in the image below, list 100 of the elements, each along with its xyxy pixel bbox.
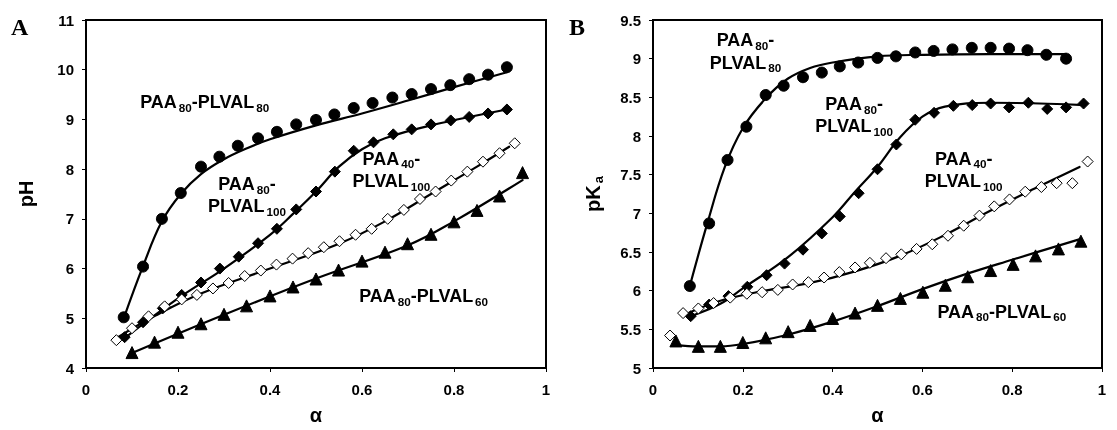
- y-tick-label: 9: [632, 50, 641, 68]
- point: [378, 245, 392, 259]
- point: [290, 203, 303, 216]
- x-tick-label: 0: [81, 381, 91, 398]
- point: [447, 215, 461, 229]
- x-tick-label: 0.8: [1001, 381, 1023, 398]
- point: [425, 118, 437, 131]
- point: [871, 298, 884, 312]
- point: [973, 209, 986, 222]
- point: [463, 110, 476, 123]
- point: [349, 228, 362, 241]
- point: [796, 71, 809, 84]
- point: [889, 50, 902, 63]
- point: [684, 310, 697, 323]
- point: [760, 269, 773, 282]
- point: [669, 334, 683, 348]
- point: [500, 61, 513, 74]
- point: [405, 123, 418, 136]
- point: [778, 257, 791, 270]
- point: [328, 165, 341, 178]
- point: [910, 242, 923, 255]
- point: [1019, 185, 1032, 198]
- point: [175, 293, 188, 306]
- x-tick-label: 1: [541, 381, 551, 398]
- point: [1051, 242, 1065, 256]
- point: [155, 212, 168, 225]
- point: [740, 287, 753, 300]
- point: [833, 266, 846, 279]
- y-tick-label: 8: [65, 160, 74, 178]
- point: [194, 317, 208, 331]
- point: [848, 306, 862, 320]
- point: [1035, 181, 1048, 194]
- point: [984, 264, 998, 278]
- x-tick-label: 0.2: [167, 381, 189, 398]
- y-tick-label: 6.5: [620, 243, 641, 261]
- point: [815, 66, 828, 79]
- point: [444, 114, 457, 127]
- point: [252, 132, 265, 145]
- point: [445, 174, 458, 187]
- point: [117, 311, 130, 324]
- point: [355, 254, 369, 268]
- point: [463, 73, 476, 86]
- point: [703, 217, 716, 230]
- y-tick-label: 4: [65, 359, 75, 377]
- point: [863, 256, 876, 269]
- y-tick-label: 9.5: [620, 11, 641, 29]
- point: [516, 166, 530, 180]
- point: [736, 335, 750, 349]
- point: [1077, 97, 1090, 110]
- x-tick-label: 0.2: [732, 381, 754, 398]
- x-axis-title: α: [871, 403, 885, 426]
- point: [217, 307, 231, 321]
- point: [270, 222, 283, 235]
- point: [1003, 193, 1016, 206]
- point: [405, 88, 418, 101]
- point: [916, 285, 930, 299]
- x-axis-title: α: [309, 403, 323, 426]
- point: [482, 68, 495, 81]
- point: [332, 263, 346, 277]
- y-tick-label: 8.5: [620, 88, 641, 106]
- point: [781, 325, 795, 339]
- point: [310, 113, 322, 126]
- y-tick-label: 5.5: [620, 320, 641, 338]
- point: [1066, 177, 1079, 190]
- point: [683, 280, 696, 293]
- point: [771, 283, 784, 296]
- point: [397, 203, 410, 216]
- point: [238, 270, 251, 283]
- point: [833, 60, 846, 73]
- point: [759, 89, 772, 102]
- x-tick-label: 0.6: [351, 381, 373, 398]
- point: [263, 289, 277, 303]
- point: [740, 120, 753, 133]
- point: [941, 229, 954, 242]
- point: [1060, 52, 1073, 65]
- point: [190, 288, 203, 301]
- point: [707, 297, 720, 310]
- point: [1040, 48, 1053, 61]
- point: [691, 339, 705, 353]
- point: [444, 79, 457, 92]
- point: [984, 41, 997, 54]
- point: [1050, 177, 1063, 190]
- point: [965, 41, 978, 54]
- point: [756, 286, 769, 299]
- x-tick-label: 0.8: [443, 381, 465, 398]
- point: [366, 97, 379, 110]
- point: [232, 250, 245, 263]
- point: [984, 97, 997, 110]
- chart-title: A: [11, 14, 29, 40]
- point: [818, 271, 831, 284]
- point: [759, 331, 773, 345]
- point: [961, 270, 975, 284]
- point: [909, 46, 922, 59]
- point: [1003, 101, 1016, 114]
- point: [893, 291, 907, 305]
- point: [310, 185, 322, 198]
- point: [909, 113, 922, 126]
- point: [1029, 249, 1043, 263]
- point: [938, 278, 952, 292]
- point: [142, 310, 155, 323]
